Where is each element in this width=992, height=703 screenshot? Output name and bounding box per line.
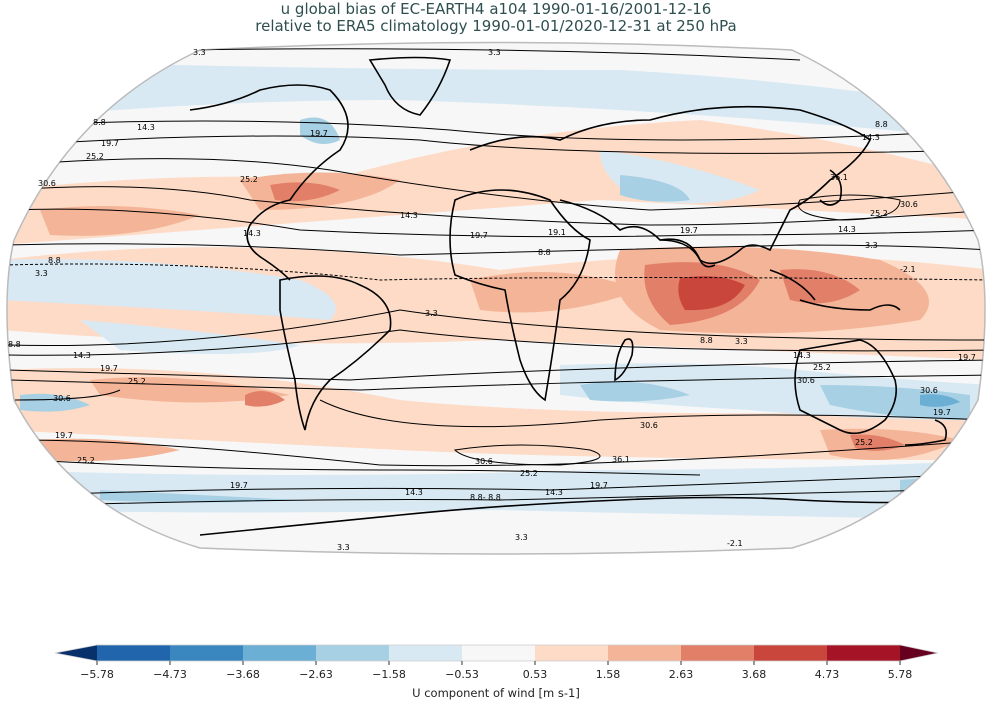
colorbar-extend-low [55,645,97,661]
svg-text:19.7: 19.7 [590,481,608,490]
bias-field [7,42,985,554]
svg-text:30.6: 30.6 [640,421,658,430]
colorbar-tick: 4.73 [814,668,840,681]
svg-text:8.8: 8.8 [875,120,888,129]
svg-text:14.3: 14.3 [838,225,856,234]
svg-text:19.1: 19.1 [548,228,566,237]
svg-text:-2.1: -2.1 [727,539,743,548]
colorbar-tick: 3.68 [741,668,767,681]
contours [7,48,985,506]
svg-text:36.1: 36.1 [612,455,630,464]
svg-text:30.6: 30.6 [475,457,493,466]
colorbar-label: U component of wind [m s-1] [412,686,580,700]
svg-text:25.2: 25.2 [870,209,888,218]
svg-text:19.7: 19.7 [958,353,976,362]
colorbar-extend-high [900,645,938,661]
title-line-1: u global bias of EC-EARTH4 a104 1990-01-… [280,0,712,18]
svg-text:3.3: 3.3 [337,543,350,552]
colorbar-tick: 2.63 [668,668,694,681]
colorbar-tick: −5.78 [80,668,114,681]
svg-text:14.3: 14.3 [545,488,563,497]
colorbar-tick: 1.58 [595,668,621,681]
colorbar-tick: 5.78 [887,668,913,681]
svg-text:36.1: 36.1 [830,173,848,182]
svg-text:19.7: 19.7 [230,481,248,490]
colorbar-tick: 0.53 [522,668,548,681]
svg-text:25.2: 25.2 [86,152,104,161]
svg-text:19.7: 19.7 [310,129,328,138]
svg-text:8.8: 8.8 [93,118,106,127]
svg-text:8.8: 8.8 [538,248,551,257]
globe-outline [6,41,986,555]
colorbar-tick: −0.53 [445,668,479,681]
svg-text:25.2: 25.2 [813,363,831,372]
svg-text:25.2: 25.2 [128,377,146,386]
svg-text:8.8: 8.8 [8,340,21,349]
svg-text:25.2: 25.2 [77,456,95,465]
svg-text:14.3: 14.3 [793,351,811,360]
svg-text:30.6: 30.6 [900,200,918,209]
svg-text:3.3: 3.3 [735,337,748,346]
svg-text:3.3: 3.3 [193,48,206,57]
svg-text:3.3: 3.3 [425,309,438,318]
svg-text:14.3: 14.3 [400,211,418,220]
colorbar-tick: −3.68 [226,668,260,681]
svg-text:8.8: 8.8 [700,336,713,345]
svg-text:14.3: 14.3 [137,123,155,132]
contour-labels: 3.3 3.3 8.814.3 19.725.2 30.6 19.7 25.214… [8,48,976,552]
svg-text:14.3: 14.3 [243,229,261,238]
svg-text:3.3: 3.3 [865,241,878,250]
svg-text:25.2: 25.2 [520,469,538,478]
svg-text:30.6: 30.6 [920,386,938,395]
svg-text:19.7: 19.7 [55,431,73,440]
svg-text:19.7: 19.7 [100,364,118,373]
svg-text:14.3: 14.3 [73,351,91,360]
svg-text:19.7: 19.7 [101,139,119,148]
svg-text:3.3: 3.3 [488,48,501,57]
svg-text:25.2: 25.2 [240,175,258,184]
colorbar [54,644,939,665]
colorbar-tick: −4.73 [153,668,187,681]
svg-text:30.6: 30.6 [797,376,815,385]
svg-text:19.7: 19.7 [680,226,698,235]
svg-text:25.2: 25.2 [855,438,873,447]
svg-text:8.8: 8.8 [48,256,61,265]
colorbar-tick: −1.58 [372,668,406,681]
svg-text:30.6: 30.6 [53,394,71,403]
svg-text:19.7: 19.7 [933,408,951,417]
svg-text:14.3: 14.3 [862,133,880,142]
svg-text:14.3: 14.3 [405,488,423,497]
colorbar-tick: −2.63 [299,668,333,681]
svg-text:-2.1: -2.1 [900,265,916,274]
title-line-2: relative to ERA5 climatology 1990-01-01/… [255,17,737,35]
svg-text:19.7: 19.7 [470,231,488,240]
svg-text:8.8- 8.8: 8.8- 8.8 [470,493,501,502]
svg-text:3.3: 3.3 [35,269,48,278]
svg-text:3.3: 3.3 [515,533,528,542]
svg-text:30.6: 30.6 [38,179,56,188]
